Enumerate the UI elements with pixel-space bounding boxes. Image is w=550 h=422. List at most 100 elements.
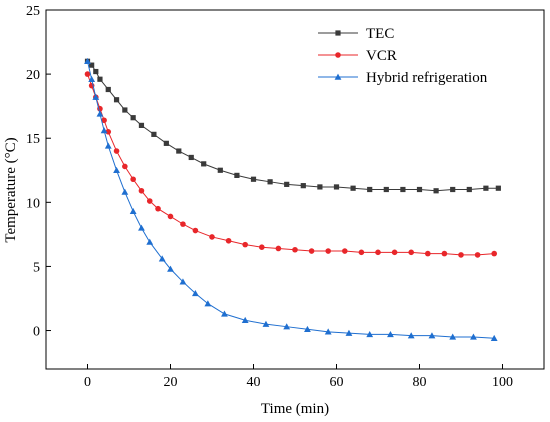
x-tick-label: 40 [247,375,261,390]
data-point [325,248,332,254]
data-point [121,188,129,195]
series-line [87,73,495,256]
data-point [97,76,103,82]
x-axis-label: Time (min) [261,401,329,417]
data-point [104,142,112,149]
data-point [317,184,323,190]
data-point [84,71,91,77]
data-point [259,244,265,250]
legend-item-vcr: VCR [318,48,397,64]
y-axis-ticks: 0 5 10 15 20 25 [26,4,51,340]
y-axis-label: Temperature (°C) [3,137,19,242]
legend-marker [334,73,342,80]
data-point [89,62,95,68]
data-point [84,57,91,65]
plot-frame [45,9,545,370]
data-point [217,167,223,173]
data-point [283,323,291,330]
data-point [300,183,306,189]
legend-item-tec: TEC [318,26,394,42]
data-point [204,300,212,307]
y-tick-label: 0 [33,325,40,340]
x-tick-label: 20 [164,375,178,390]
legend-label: Hybrid refrigeration [366,70,488,86]
data-point [188,154,194,161]
data-point [179,278,187,285]
data-point [308,248,315,254]
data-point [167,213,174,220]
data-point [428,332,436,339]
data-point [267,179,273,185]
data-point [151,131,157,137]
data-point [180,221,186,227]
series-vcr [84,71,498,258]
series-layer [84,57,501,341]
data-point [201,161,207,167]
data-point [209,234,215,240]
data-point [113,148,120,154]
data-point [163,140,169,146]
data-point [474,252,481,258]
data-point [383,186,389,193]
data-point [146,198,153,204]
data-point [425,250,431,257]
legend-label: TEC [366,26,394,42]
data-point [129,207,137,215]
data-point [367,186,373,193]
data-point [470,333,477,340]
series-tec [84,58,501,194]
data-point [324,328,332,335]
data-point [88,75,96,82]
data-point [366,330,374,338]
data-point [122,107,128,113]
y-tick-label: 15 [26,132,40,147]
x-axis-ticks: 0 20 40 60 80 100 [84,364,513,390]
data-point [92,93,100,100]
data-point [93,68,99,75]
data-point [113,166,120,173]
data-point [342,248,348,254]
data-point [100,127,108,134]
data-point [458,252,464,258]
legend-item-hybrid-refrigeration: Hybrid refrigeration [318,70,488,86]
data-point [250,176,257,182]
data-point [262,320,270,327]
data-point [490,334,498,341]
y-tick-label: 10 [26,196,40,211]
data-point [113,97,120,103]
legend: TEC VCR Hybrid refrigeration [318,26,488,86]
data-point [375,249,381,256]
data-point [176,148,182,154]
data-point [408,249,415,256]
y-tick-label: 5 [33,260,40,275]
data-point [284,181,290,187]
data-point [192,227,199,234]
data-point [483,185,489,191]
data-point [450,186,456,193]
data-point [242,241,248,248]
x-tick-label: 100 [492,375,513,390]
data-point [391,249,398,256]
data-point [387,330,394,338]
data-point [292,246,298,253]
data-point [167,265,174,272]
y-tick-label: 25 [26,4,40,19]
series-hybrid-refrigeration [84,57,498,341]
data-point [345,329,353,336]
data-point [158,255,166,262]
data-point [495,185,501,191]
data-point [241,316,249,323]
legend-marker [335,30,341,36]
data-point [416,186,423,193]
data-point [491,250,498,257]
data-point [221,310,228,317]
data-point [138,122,145,128]
data-point [441,250,448,257]
data-point [407,332,415,339]
x-tick-label: 0 [84,375,91,390]
data-point [433,188,439,194]
data-point [101,117,107,124]
data-point [358,249,365,256]
data-point [234,172,240,178]
